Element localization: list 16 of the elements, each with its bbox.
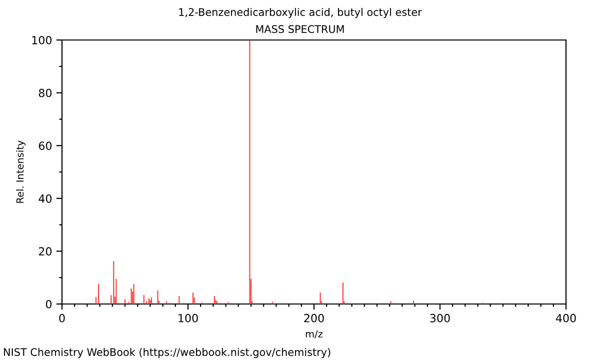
chart-subtitle: MASS SPECTRUM [256,25,344,34]
x-tick-label: 100 [178,314,198,322]
x-tick-label: 300 [430,314,450,322]
y-axis-title: Rel. Intensity [16,140,26,203]
chart-title: 1,2-Benzenedicarboxylic acid, butyl octyl ester [179,8,422,18]
y-tick-label: 100 [32,36,52,44]
y-tick-label: 60 [38,142,52,150]
y-tick-label: 20 [38,247,52,256]
x-tick-label: 400 [556,314,576,322]
y-tick-label: 40 [38,194,52,203]
x-tick-label: 200 [304,314,324,322]
text: NIST Chemistry WebBook (https://webbook.nist.gov/chemistry) [4,348,330,358]
x-axis-title: m/z [306,330,323,338]
x-tick-label: 0 [59,314,65,322]
y-tick-label: 80 [38,88,52,98]
y-tick-label: 0 [46,300,52,308]
